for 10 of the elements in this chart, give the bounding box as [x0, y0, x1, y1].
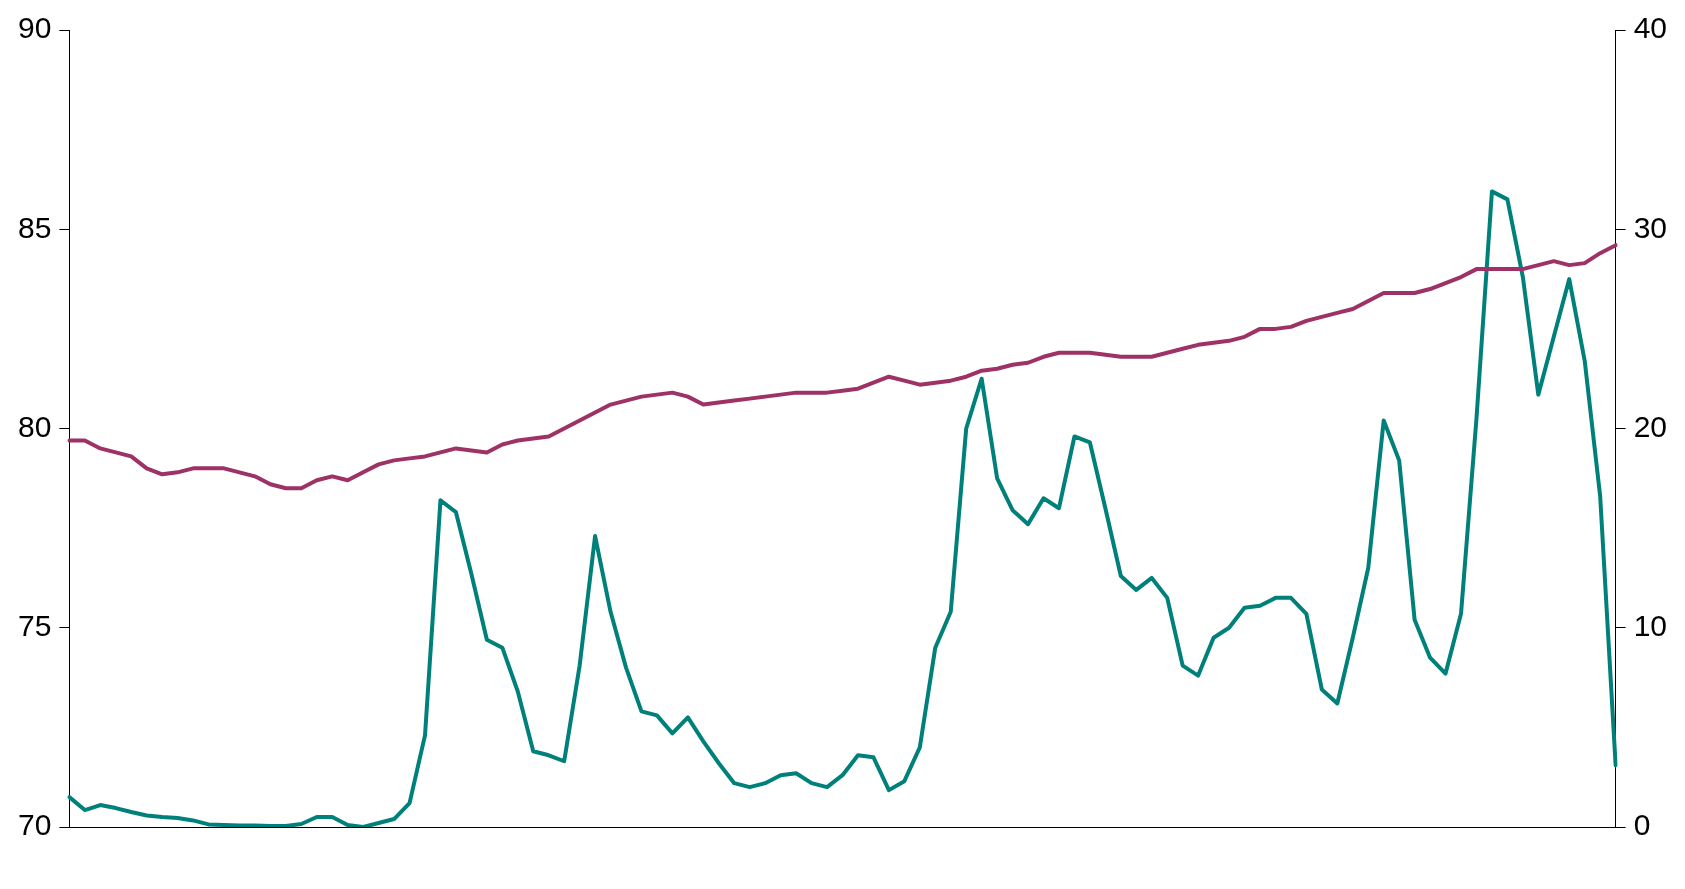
y-tick-label: 70	[17, 808, 52, 842]
y2-tick-label: 30	[1633, 210, 1668, 244]
y-tick-label: 85	[17, 210, 52, 244]
y2-tick-label: 10	[1633, 609, 1668, 643]
y2-tick-label: 0	[1633, 808, 1651, 842]
y2-tick-label: 20	[1633, 409, 1668, 443]
y-tick-label: 75	[17, 609, 52, 643]
y2-tick-label: 40	[1633, 11, 1668, 45]
y-tick-label: 90	[17, 11, 52, 45]
y-tick-label: 80	[17, 409, 52, 443]
